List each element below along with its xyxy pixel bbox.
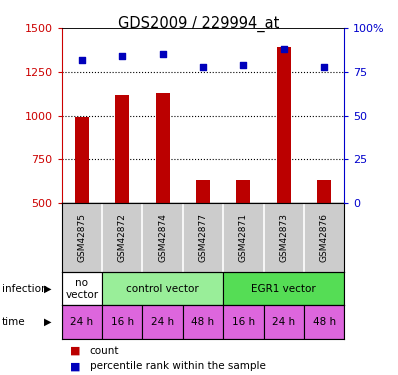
Text: 16 h: 16 h bbox=[111, 317, 134, 327]
Bar bbox=[317, 180, 331, 291]
Text: ▶: ▶ bbox=[44, 284, 51, 294]
Text: GSM42874: GSM42874 bbox=[158, 213, 167, 262]
Bar bbox=[62, 305, 102, 339]
Text: ■: ■ bbox=[70, 346, 80, 355]
Point bbox=[240, 62, 246, 68]
Text: GDS2009 / 229994_at: GDS2009 / 229994_at bbox=[118, 16, 280, 32]
Text: 16 h: 16 h bbox=[232, 317, 255, 327]
Point bbox=[79, 57, 85, 63]
Bar bbox=[196, 180, 210, 291]
Bar bbox=[156, 93, 170, 291]
Text: ■: ■ bbox=[70, 361, 80, 371]
Point bbox=[321, 64, 327, 70]
Bar bbox=[223, 272, 344, 305]
Bar bbox=[102, 305, 142, 339]
Text: 24 h: 24 h bbox=[151, 317, 174, 327]
Bar bbox=[62, 272, 102, 305]
Text: count: count bbox=[90, 346, 119, 355]
Bar bbox=[142, 305, 183, 339]
Bar bbox=[102, 272, 223, 305]
Text: 24 h: 24 h bbox=[70, 317, 94, 327]
Text: GSM42873: GSM42873 bbox=[279, 213, 288, 262]
Bar bbox=[183, 305, 223, 339]
Bar bbox=[223, 305, 263, 339]
Point bbox=[281, 46, 287, 52]
Text: 24 h: 24 h bbox=[272, 317, 295, 327]
Bar bbox=[236, 180, 250, 291]
Text: GSM42876: GSM42876 bbox=[320, 213, 329, 262]
Bar bbox=[263, 305, 304, 339]
Text: GSM42872: GSM42872 bbox=[118, 213, 127, 262]
Text: EGR1 vector: EGR1 vector bbox=[252, 284, 316, 294]
Text: GSM42871: GSM42871 bbox=[239, 213, 248, 262]
Text: GSM42875: GSM42875 bbox=[77, 213, 86, 262]
Text: no
vector: no vector bbox=[65, 278, 98, 300]
Text: time: time bbox=[2, 317, 25, 327]
Bar bbox=[304, 305, 344, 339]
Text: 48 h: 48 h bbox=[312, 317, 336, 327]
Point bbox=[119, 53, 125, 59]
Bar bbox=[115, 94, 129, 291]
Bar bbox=[277, 47, 291, 291]
Text: percentile rank within the sample: percentile rank within the sample bbox=[90, 361, 265, 371]
Text: 48 h: 48 h bbox=[191, 317, 215, 327]
Text: ▶: ▶ bbox=[44, 317, 51, 327]
Text: GSM42877: GSM42877 bbox=[199, 213, 207, 262]
Text: infection: infection bbox=[2, 284, 48, 294]
Point bbox=[160, 51, 166, 57]
Bar bbox=[75, 117, 89, 291]
Point bbox=[200, 64, 206, 70]
Text: control vector: control vector bbox=[126, 284, 199, 294]
